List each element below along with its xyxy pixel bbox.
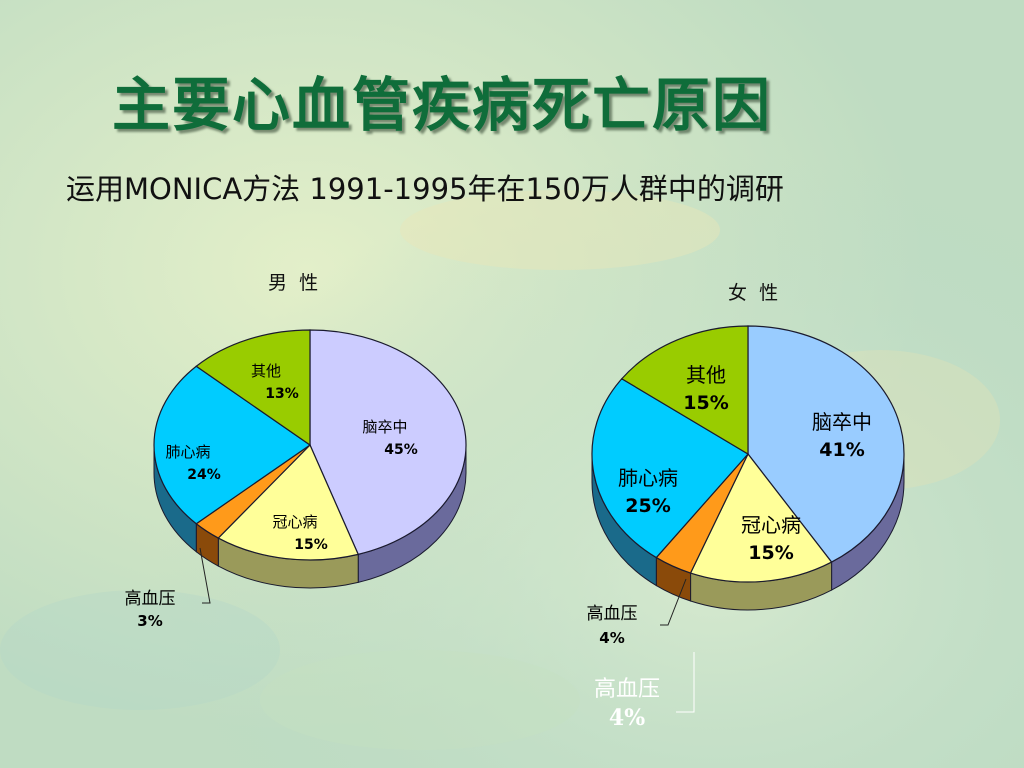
pie-slice-1 [689,452,833,583]
slice-value-3: 24% [187,467,221,483]
slice-label-1: 冠心病 [272,513,317,531]
extra-hypertension-value: 4% [608,705,646,731]
female-hypertension-callout-label: 高血压 [586,604,638,624]
female-hypertension-callout: 高血压 4% [572,602,652,650]
pie-slice-1 [217,443,360,561]
slice-value-1: 15% [748,542,793,564]
slice-value-0: 45% [384,442,418,458]
slice-value-4: 13% [265,386,299,402]
slice-label-4: 其他 [686,363,726,387]
slice-label-4: 其他 [251,362,281,380]
pie-slice-0 [747,325,905,563]
extra-callout-line [676,652,695,713]
pie-chart-male: 脑卒中 45% 冠心病 15% 肺心病 24% 其他 13% [153,329,467,604]
pie-slice-3 [591,377,749,559]
page-subtitle: 运用MONICA方法 1991-1995年在150万人群中的调研 [66,172,784,206]
slice-value-3: 25% [625,495,670,517]
slice-value-4: 15% [683,392,728,414]
female-chart-title: 女 性 [728,282,779,304]
pie-slice-3 [153,365,312,525]
callout-leader-line [660,578,687,626]
slice-value-1: 15% [294,537,328,553]
slice-label-1: 冠心病 [741,513,801,537]
slice-label-3: 肺心病 [618,466,678,490]
female-hypertension-callout-value: 4% [599,629,625,647]
slice-label-3: 肺心病 [165,443,210,461]
pie-slice-4 [620,325,749,456]
pie-slice-0 [309,329,467,556]
page-title: 主要心血管疾病死亡原因 [112,71,773,139]
slice-label-0: 脑卒中 [812,410,872,434]
pie-slice-4 [195,329,311,447]
pie-chart-female: 脑卒中 41% 冠心病 15% 肺心病 25% 其他 15% [591,325,905,626]
extra-hypertension-label: 高血压 [594,677,661,702]
slice-label-0: 脑卒中 [362,418,407,436]
extra-hypertension-callout: 高血压 4% [594,676,660,732]
callout-leader-line [199,547,211,604]
male-chart-title: 男 性 [268,272,319,294]
slice-value-0: 41% [819,439,864,461]
male-hypertension-callout-label: 高血压 [124,589,176,609]
male-hypertension-callout-value: 3% [137,612,163,630]
male-hypertension-callout: 高血压 3% [110,588,190,632]
